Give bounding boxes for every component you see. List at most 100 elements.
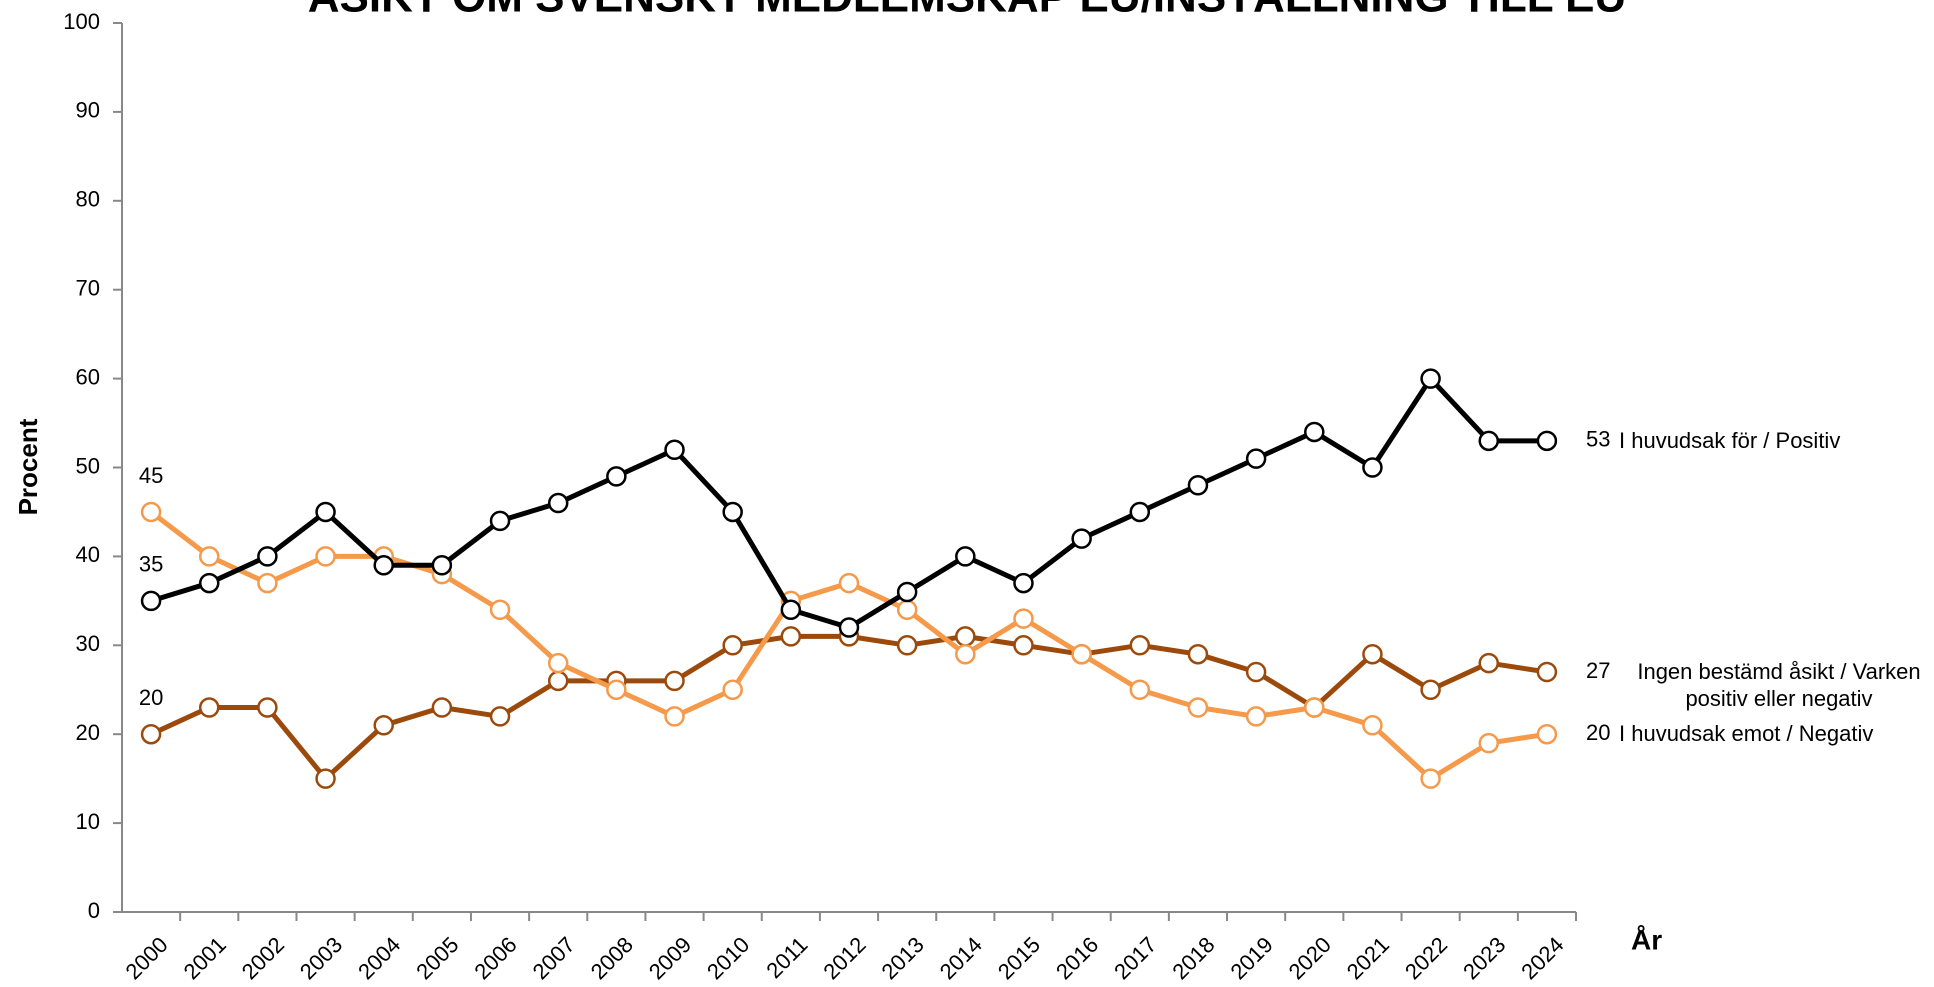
x-tick-label: 2020 [1284,932,1336,984]
y-tick-label: 100 [63,9,100,34]
data-point [1129,635,1151,656]
x-tick-label: 2022 [1400,932,1452,984]
data-point [1478,732,1500,754]
data-point [1129,679,1151,700]
data-point [257,546,278,567]
data-point [1536,723,1558,745]
data-point [257,697,278,718]
data-point [315,501,336,523]
data-point [722,679,743,700]
series-line [150,633,1548,782]
data-point [896,581,918,603]
x-tick-label: 2008 [586,932,638,984]
x-tick-label: 2014 [935,932,987,984]
chart-title: ÅSIKT OM SVENSKT MEDLEMSKAP EU/INSTÄLLNI… [308,0,1626,22]
data-point [1478,430,1500,452]
y-tick-label: 40 [76,542,100,567]
x-tick-label: 2013 [877,932,929,984]
data-point [1420,768,1441,789]
x-tick-label: 2016 [1051,932,1103,984]
data-point [547,670,569,692]
x-tick-label: 2018 [1167,932,1219,984]
data-point [606,679,627,700]
data-point [1013,608,1034,629]
data-label: 20 [139,685,163,710]
data-point [198,572,220,594]
data-label: 27 [1586,658,1610,683]
data-point [489,510,511,532]
y-tick-label: 60 [76,364,100,389]
x-tick-label: 2017 [1109,932,1161,984]
data-point [1013,635,1034,656]
data-point [140,590,162,612]
data-point [1304,697,1325,718]
data-point [780,599,802,620]
data-point [1478,652,1500,674]
x-tick-label: 2015 [993,932,1045,984]
series-label: I huvudsak emot / Negativ [1619,721,1874,747]
data-point [896,599,918,620]
data-point [140,723,162,745]
data-point [431,555,453,576]
data-point [780,626,802,647]
y-tick-label: 10 [76,809,100,834]
y-tick-label: 90 [76,98,100,123]
data-point [547,492,569,514]
data-point [1187,643,1209,665]
data-point [1187,697,1209,718]
x-tick-label: 2010 [702,932,754,984]
data-point [1071,528,1092,549]
data-point [1420,368,1441,389]
x-tick-label: 2012 [818,932,870,984]
data-point [955,546,976,567]
data-point [664,670,685,692]
x-axis-label: År [1631,924,1662,955]
data-point [315,768,336,789]
data-point [722,501,743,523]
data-point [1304,421,1325,443]
data-point [1362,457,1383,478]
data-point [257,572,278,594]
data-point [1245,706,1267,727]
x-tick-label: 2023 [1458,932,1510,984]
x-tick-label: 2021 [1342,932,1394,984]
x-tick-label: 2003 [295,932,347,984]
data-label: 20 [1586,720,1610,745]
data-point [664,439,685,460]
data-point [1245,661,1267,683]
data-point [1013,572,1034,594]
data-point [722,635,743,656]
x-tick-label: 2000 [120,932,172,984]
y-axis-label: Procent [13,418,43,515]
x-tick-label: 2001 [179,932,231,984]
data-point [373,555,394,576]
data-point [838,572,860,594]
data-label: 53 [1586,427,1610,452]
x-tick-label: 2007 [528,932,580,984]
data-point [955,643,976,665]
data-point [547,652,569,674]
data-point [198,546,220,567]
x-tick-label: 2006 [469,932,521,984]
data-point [1536,661,1558,683]
data-point [489,706,511,727]
data-point [1245,448,1267,469]
x-tick-label: 2004 [353,932,405,984]
series-label: I huvudsak för / Positiv [1619,427,1841,453]
x-tick-label: 2002 [237,932,289,984]
data-point [1362,643,1383,665]
x-tick-label: 2019 [1225,932,1277,984]
series-label: Ingen bestämd åsikt / Varken positiv ell… [1637,658,1921,711]
y-tick-label: 80 [76,187,100,212]
data-label: 45 [139,463,163,488]
data-point [1187,475,1209,496]
data-point [1536,430,1558,452]
data-label: 35 [139,552,163,577]
data-point [315,546,336,567]
y-tick-label: 70 [76,276,100,301]
data-point [489,599,511,620]
data-point [1129,501,1151,523]
data-point [373,715,394,736]
data-point [606,466,627,487]
